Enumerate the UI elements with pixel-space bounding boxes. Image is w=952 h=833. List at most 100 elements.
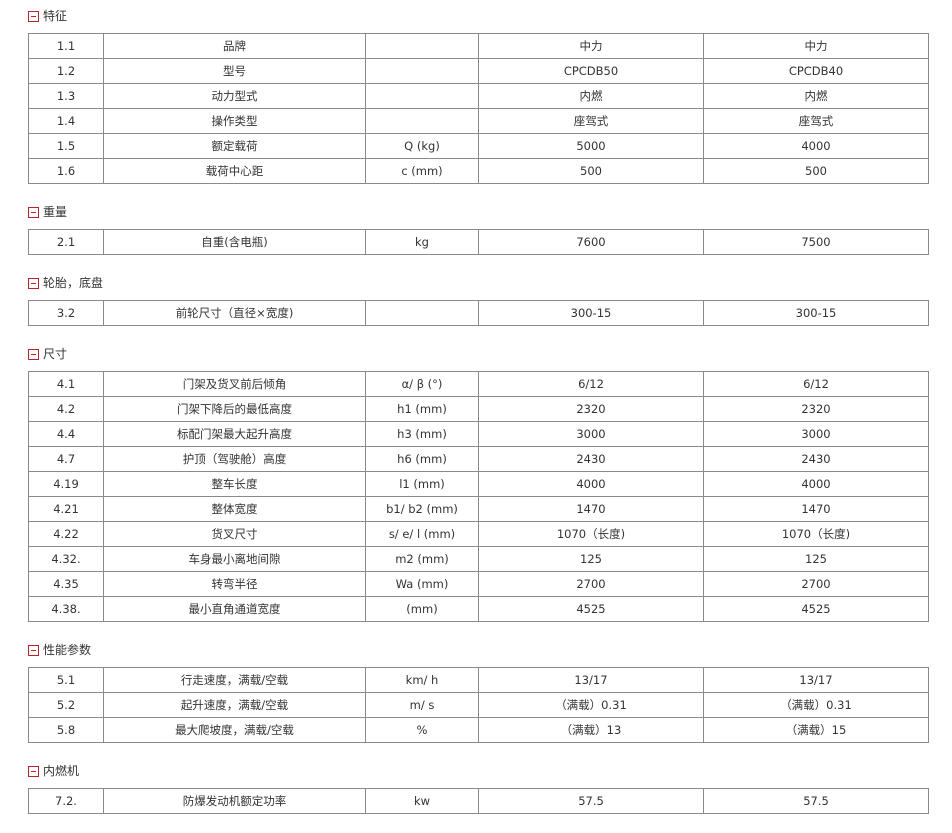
table-row: 4.7 护顶（驾驶舱）高度 h6 (mm) 2430 2430 — [28, 446, 929, 472]
table-row: 4.2 门架下降后的最低高度 h1 (mm) 2320 2320 — [28, 396, 929, 422]
model-2-value: 7500 — [703, 229, 929, 255]
model-2-value: 内燃 — [703, 83, 929, 109]
item-number: 4.21 — [28, 496, 104, 522]
model-2-value: 500 — [703, 158, 929, 184]
model-2-value: 1070（长度) — [703, 521, 929, 547]
item-number: 7.2. — [28, 788, 104, 814]
table-row: 1.3 动力型式 内燃 内燃 — [28, 83, 929, 109]
section-title: 特征 — [43, 9, 68, 23]
model-2-value: 3000 — [703, 421, 929, 447]
section-header[interactable]: 特征 — [28, 7, 928, 25]
table-row: 1.2 型号 CPCDB50 CPCDB40 — [28, 58, 929, 84]
model-1-value: 内燃 — [478, 83, 704, 109]
item-number: 1.5 — [28, 133, 104, 159]
collapse-minus-icon[interactable] — [28, 277, 39, 289]
model-1-value: 300-15 — [478, 300, 704, 326]
table-row: 1.6 载荷中心距 c (mm) 500 500 — [28, 158, 929, 184]
parameter-name: 品牌 — [103, 33, 366, 59]
model-1-value: 1470 — [478, 496, 704, 522]
unit: α/ β (°) — [365, 371, 479, 397]
table-row: 5.2 起升速度，满载/空载 m/ s （满载）0.31 （满载）0.31 — [28, 692, 929, 718]
unit: (mm) — [365, 596, 479, 622]
collapse-minus-icon[interactable] — [28, 206, 39, 218]
model-1-value: CPCDB50 — [478, 58, 704, 84]
unit: h1 (mm) — [365, 396, 479, 422]
parameter-name: 自重(含电瓶) — [103, 229, 366, 255]
section-title: 尺寸 — [43, 347, 68, 361]
collapse-minus-icon[interactable] — [28, 348, 39, 360]
section-header[interactable]: 尺寸 — [28, 345, 928, 363]
model-2-value: 57.5 — [703, 788, 929, 814]
unit — [365, 33, 479, 59]
collapse-minus-icon[interactable] — [28, 644, 39, 656]
section-title: 性能参数 — [43, 643, 92, 657]
parameter-name: 门架及货叉前后倾角 — [103, 371, 366, 397]
model-1-value: 4525 — [478, 596, 704, 622]
model-1-value: （满载）13 — [478, 717, 704, 743]
model-1-value: 中力 — [478, 33, 704, 59]
item-number: 4.38. — [28, 596, 104, 622]
parameter-name: 车身最小离地间隙 — [103, 546, 366, 572]
model-2-value: 座驾式 — [703, 108, 929, 134]
section-header[interactable]: 轮胎，底盘 — [28, 274, 928, 292]
unit — [365, 58, 479, 84]
item-number: 1.6 — [28, 158, 104, 184]
parameter-name: 门架下降后的最低高度 — [103, 396, 366, 422]
item-number: 4.7 — [28, 446, 104, 472]
table-row: 4.32. 车身最小离地间隙 m2 (mm) 125 125 — [28, 546, 929, 572]
unit — [365, 300, 479, 326]
model-1-value: 13/17 — [478, 667, 704, 693]
item-number: 4.2 — [28, 396, 104, 422]
model-1-value: 2320 — [478, 396, 704, 422]
model-2-value: 2700 — [703, 571, 929, 597]
model-1-value: 125 — [478, 546, 704, 572]
section-header[interactable]: 内燃机 — [28, 762, 928, 780]
table-row: 4.4 标配门架最大起升高度 h3 (mm) 3000 3000 — [28, 421, 929, 447]
model-2-value: 125 — [703, 546, 929, 572]
unit: m2 (mm) — [365, 546, 479, 572]
item-number: 1.4 — [28, 108, 104, 134]
parameter-name: 最小直角通道宽度 — [103, 596, 366, 622]
unit: Q (kg) — [365, 133, 479, 159]
parameter-name: 整车长度 — [103, 471, 366, 497]
table-row: 5.1 行走速度，满载/空载 km/ h 13/17 13/17 — [28, 667, 929, 693]
item-number: 3.2 — [28, 300, 104, 326]
item-number: 5.2 — [28, 692, 104, 718]
spec-table: 5.1 行走速度，满载/空载 km/ h 13/17 13/17 5.2 起升速度，满载/空… — [28, 667, 929, 743]
parameter-name: 额定载荷 — [103, 133, 366, 159]
item-number: 4.4 — [28, 421, 104, 447]
item-number: 4.35 — [28, 571, 104, 597]
model-1-value: 4000 — [478, 471, 704, 497]
item-number: 4.1 — [28, 371, 104, 397]
parameter-name: 最大爬坡度，满载/空载 — [103, 717, 366, 743]
parameter-name: 型号 — [103, 58, 366, 84]
model-2-value: 中力 — [703, 33, 929, 59]
unit: h3 (mm) — [365, 421, 479, 447]
table-row: 4.38. 最小直角通道宽度 (mm) 4525 4525 — [28, 596, 929, 622]
parameter-name: 行走速度，满载/空载 — [103, 667, 366, 693]
spec-table: 1.1 品牌 中力 中力 1.2 型号 CPCDB50 CPCDB40 1.3 动力型式 内燃 内燃 1… — [28, 33, 929, 184]
parameter-name: 转弯半径 — [103, 571, 366, 597]
item-number: 5.1 — [28, 667, 104, 693]
unit: km/ h — [365, 667, 479, 693]
table-row: 4.22 货叉尺寸 s/ e/ l (mm) 1070（长度) 1070（长度) — [28, 521, 929, 547]
section-title: 内燃机 — [43, 764, 80, 778]
unit: % — [365, 717, 479, 743]
unit: s/ e/ l (mm) — [365, 521, 479, 547]
model-1-value: 2700 — [478, 571, 704, 597]
section-header[interactable]: 重量 — [28, 203, 928, 221]
model-2-value: 6/12 — [703, 371, 929, 397]
model-2-value: CPCDB40 — [703, 58, 929, 84]
model-2-value: （满载）15 — [703, 717, 929, 743]
parameter-name: 载荷中心距 — [103, 158, 366, 184]
section-header[interactable]: 性能参数 — [28, 641, 928, 659]
table-row: 4.35 转弯半径 Wa (mm) 2700 2700 — [28, 571, 929, 597]
item-number: 1.1 — [28, 33, 104, 59]
spec-page: 特征 1.1 品牌 中力 中力 1.2 型号 CPCDB50 CPCDB40 1.3 动力型式 内燃内… — [28, 7, 929, 814]
collapse-minus-icon[interactable] — [28, 765, 39, 777]
model-1-value: 57.5 — [478, 788, 704, 814]
parameter-name: 防爆发动机额定功率 — [103, 788, 366, 814]
model-2-value: 13/17 — [703, 667, 929, 693]
table-row: 5.8 最大爬坡度，满载/空载% （满载）13 （满载）15 — [28, 717, 929, 743]
collapse-minus-icon[interactable] — [28, 10, 39, 22]
